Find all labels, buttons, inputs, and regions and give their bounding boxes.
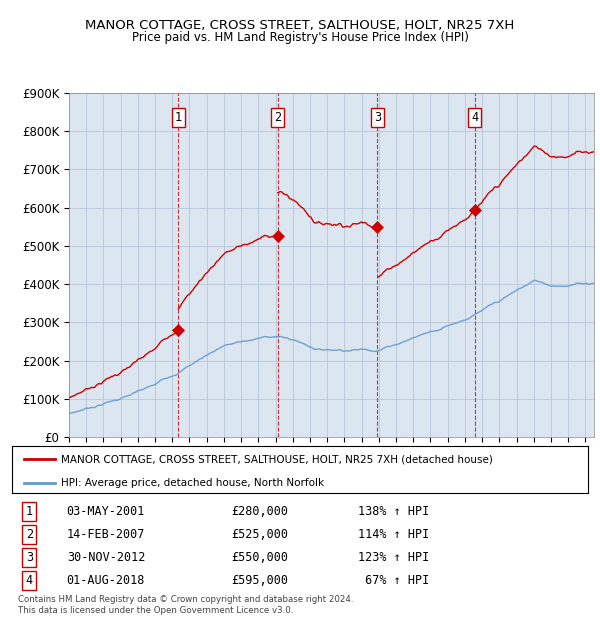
Text: 30-NOV-2012: 30-NOV-2012 [67, 551, 145, 564]
Text: 67% ↑ HPI: 67% ↑ HPI [358, 574, 429, 587]
Text: 123% ↑ HPI: 123% ↑ HPI [358, 551, 429, 564]
Text: 4: 4 [472, 112, 478, 125]
Text: MANOR COTTAGE, CROSS STREET, SALTHOUSE, HOLT, NR25 7XH: MANOR COTTAGE, CROSS STREET, SALTHOUSE, … [85, 19, 515, 32]
Text: MANOR COTTAGE, CROSS STREET, SALTHOUSE, HOLT, NR25 7XH (detached house): MANOR COTTAGE, CROSS STREET, SALTHOUSE, … [61, 454, 493, 464]
Text: 3: 3 [26, 551, 33, 564]
Text: 01-AUG-2018: 01-AUG-2018 [67, 574, 145, 587]
Text: 2: 2 [274, 112, 281, 125]
Text: 1: 1 [175, 112, 182, 125]
Text: 4: 4 [26, 574, 33, 587]
Text: 03-MAY-2001: 03-MAY-2001 [67, 505, 145, 518]
Text: £595,000: £595,000 [231, 574, 288, 587]
Text: Price paid vs. HM Land Registry's House Price Index (HPI): Price paid vs. HM Land Registry's House … [131, 31, 469, 44]
Text: HPI: Average price, detached house, North Norfolk: HPI: Average price, detached house, Nort… [61, 477, 324, 488]
Text: 14-FEB-2007: 14-FEB-2007 [67, 528, 145, 541]
Text: £280,000: £280,000 [231, 505, 288, 518]
Text: 138% ↑ HPI: 138% ↑ HPI [358, 505, 429, 518]
Text: Contains HM Land Registry data © Crown copyright and database right 2024.
This d: Contains HM Land Registry data © Crown c… [18, 595, 353, 614]
Text: 1: 1 [26, 505, 33, 518]
Text: £525,000: £525,000 [231, 528, 288, 541]
Text: £550,000: £550,000 [231, 551, 288, 564]
Text: 2: 2 [26, 528, 33, 541]
Text: 3: 3 [374, 112, 381, 125]
Text: 114% ↑ HPI: 114% ↑ HPI [358, 528, 429, 541]
